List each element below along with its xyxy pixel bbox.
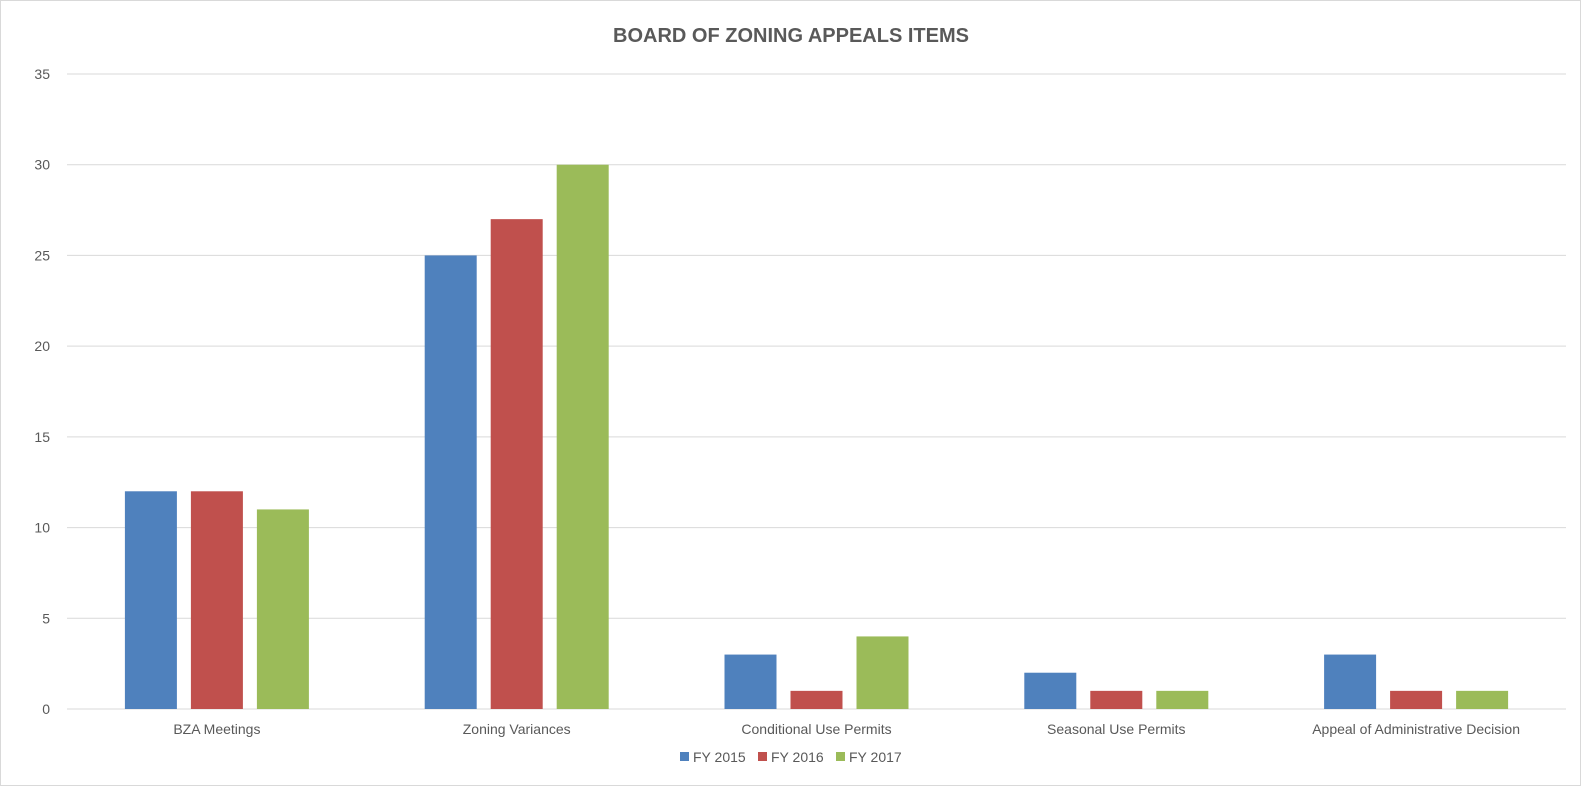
legend-label: FY 2016 (771, 749, 824, 765)
y-tick-label: 20 (34, 338, 50, 354)
legend: FY 2015 FY 2016 FY 2017 (680, 749, 902, 765)
x-tick-label: Appeal of Administrative Decision (1312, 721, 1520, 737)
bar-appeal-of-administrative-decision-fy-2015 (1324, 654, 1377, 709)
legend-label: FY 2015 (693, 749, 746, 765)
y-tick-label: 35 (34, 66, 50, 82)
y-tick-label: 0 (42, 701, 50, 717)
bar-bza-meetings-fy-2016 (190, 491, 243, 709)
bar-bza-meetings-fy-2017 (256, 509, 309, 709)
bar-seasonal-use-permits-fy-2017 (1156, 690, 1209, 709)
bar-zoning-variances-fy-2015 (424, 255, 477, 709)
legend-swatch (680, 752, 689, 761)
x-tick-label: BZA Meetings (173, 721, 260, 737)
gridlines (67, 73, 1566, 710)
y-tick-label: 5 (42, 610, 50, 626)
x-axis-ticks: BZA Meetings Zoning Variances Conditional … (173, 721, 1520, 737)
bar-zoning-variances-fy-2016 (490, 219, 543, 709)
y-axis-ticks: 0 5 10 15 20 25 30 35 (34, 66, 50, 717)
bar-seasonal-use-permits-fy-2016 (1090, 690, 1143, 709)
bar-bza-meetings-fy-2015 (124, 491, 177, 709)
chart-title: BOARD OF ZONING APPEALS ITEMS (613, 25, 969, 47)
legend-swatch (758, 752, 767, 761)
x-tick-label: Conditional Use Permits (741, 721, 891, 737)
x-tick-label: Zoning Variances (463, 721, 571, 737)
legend-label: FY 2017 (849, 749, 902, 765)
legend-swatch (836, 752, 845, 761)
x-tick-label: Seasonal Use Permits (1047, 721, 1186, 737)
bar-conditional-use-permits-fy-2016 (790, 690, 843, 709)
y-tick-label: 10 (34, 520, 50, 536)
bar-appeal-of-administrative-decision-fy-2016 (1390, 690, 1443, 709)
bar-appeal-of-administrative-decision-fy-2017 (1456, 690, 1509, 709)
y-tick-label: 30 (34, 157, 50, 173)
bar-zoning-variances-fy-2017 (556, 164, 609, 709)
y-tick-label: 25 (34, 247, 50, 263)
bar-conditional-use-permits-fy-2015 (724, 654, 777, 709)
bar-conditional-use-permits-fy-2017 (856, 636, 909, 709)
bars (124, 164, 1509, 709)
y-tick-label: 15 (34, 429, 50, 445)
bar-seasonal-use-permits-fy-2015 (1024, 672, 1077, 709)
